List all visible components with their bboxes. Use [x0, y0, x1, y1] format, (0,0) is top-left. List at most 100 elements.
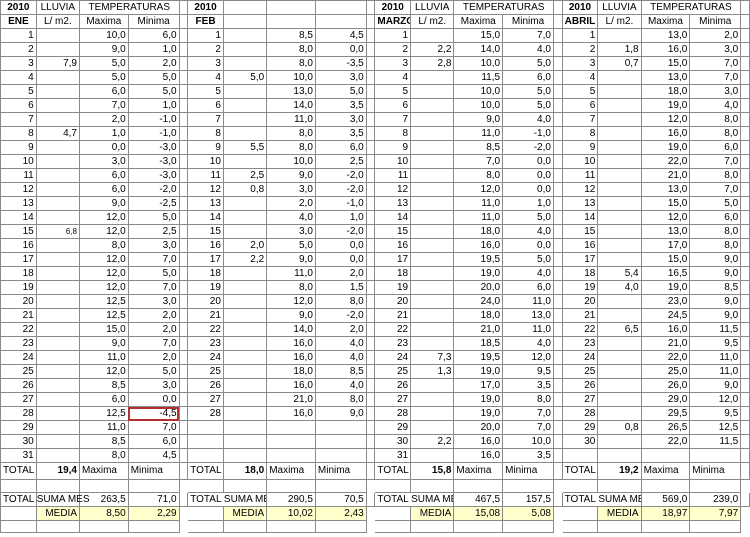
max-temp-MARZO-7[interactable]: 9,0 [453, 112, 504, 127]
min-temp-FEB-1[interactable]: 4,5 [314, 28, 367, 43]
max-temp-FEB-18[interactable]: 11,0 [266, 266, 316, 281]
max-temp-FEB-25[interactable]: 18,0 [266, 364, 316, 379]
min-temp-FEB-3[interactable]: -3,5 [314, 56, 367, 71]
day-number-ABRIL-22[interactable]: 22 [561, 322, 599, 337]
rain-value-FEB-22[interactable] [222, 322, 268, 337]
rain-value-ABRIL-11[interactable] [597, 168, 642, 183]
rain-value-FEB-26[interactable] [222, 378, 268, 393]
rain-value-MARZO-15[interactable] [410, 224, 455, 239]
rain-value-MARZO-28[interactable] [410, 406, 455, 421]
day-number-FEB-2[interactable]: 2 [187, 42, 224, 57]
max-temp-FEB-9[interactable]: 8,0 [266, 140, 316, 155]
min-temp-MARZO-14[interactable]: 5,0 [502, 210, 554, 225]
min-temp-MARZO-26[interactable]: 3,5 [502, 378, 554, 393]
rain-value-MARZO-21[interactable] [410, 308, 455, 323]
day-number-FEB-1[interactable]: 1 [187, 28, 224, 43]
max-temp-FEB-23[interactable]: 16,0 [266, 336, 316, 351]
max-temp-MARZO-19[interactable]: 20,0 [453, 280, 504, 295]
max-temp-ENE-11[interactable]: 6,0 [78, 168, 129, 183]
rain-value-ABRIL-6[interactable] [597, 98, 642, 113]
max-temp-ENE-25[interactable]: 12,0 [78, 364, 129, 379]
media-min-MARZO[interactable]: 5,08 [502, 506, 554, 521]
min-temp-FEB-11[interactable]: -2,0 [314, 168, 367, 183]
max-temp-ENE-18[interactable]: 12,0 [78, 266, 129, 281]
min-temp-ENE-30[interactable]: 6,0 [127, 434, 180, 449]
day-number-ABRIL-26[interactable]: 26 [561, 378, 599, 393]
day-number-FEB-11[interactable]: 11 [187, 168, 224, 183]
day-number-ENE-27[interactable]: 27 [0, 392, 37, 407]
max-temp-MARZO-10[interactable]: 7,0 [453, 154, 504, 169]
min-temp-MARZO-9[interactable]: -2,0 [502, 140, 554, 155]
max-temp-ENE-12[interactable]: 6,0 [78, 182, 129, 197]
day-number-FEB-27[interactable]: 27 [187, 392, 224, 407]
rain-value-ABRIL-31[interactable] [597, 448, 642, 463]
day-number-ENE-8[interactable]: 8 [0, 126, 37, 141]
rain-value-ENE-22[interactable] [35, 322, 80, 337]
max-temp-ABRIL-16[interactable]: 17,0 [640, 238, 691, 253]
day-number-ABRIL-29[interactable]: 29 [561, 420, 599, 435]
min-temp-ABRIL-15[interactable]: 8,0 [689, 224, 742, 239]
max-temp-ABRIL-19[interactable]: 19,0 [640, 280, 691, 295]
max-temp-MARZO-25[interactable]: 19,0 [453, 364, 504, 379]
rain-value-ENE-10[interactable] [35, 154, 80, 169]
rain-value-FEB-17[interactable]: 2,2 [222, 252, 268, 267]
rain-value-ABRIL-5[interactable] [597, 84, 642, 99]
month-name-ENE[interactable]: ENE [0, 14, 37, 29]
rain-value-ENE-14[interactable] [35, 210, 80, 225]
max-temp-FEB-16[interactable]: 5,0 [266, 238, 316, 253]
max-temp-FEB-1[interactable]: 8,5 [266, 28, 316, 43]
min-temp-ABRIL-6[interactable]: 4,0 [689, 98, 742, 113]
media-max-MARZO[interactable]: 15,08 [453, 506, 504, 521]
min-temp-MARZO-2[interactable]: 4,0 [502, 42, 554, 57]
day-number-FEB-8[interactable]: 8 [187, 126, 224, 141]
rain-value-ENE-9[interactable] [35, 140, 80, 155]
rain-value-ENE-4[interactable] [35, 70, 80, 85]
day-number-MARZO-26[interactable]: 26 [374, 378, 412, 393]
max-temp-ENE-22[interactable]: 15,0 [78, 322, 129, 337]
max-temp-ABRIL-5[interactable]: 18,0 [640, 84, 691, 99]
day-number-MARZO-27[interactable]: 27 [374, 392, 412, 407]
max-temp-ENE-7[interactable]: 2,0 [78, 112, 129, 127]
rain-value-MARZO-12[interactable] [410, 182, 455, 197]
day-number-ENE-30[interactable]: 30 [0, 434, 37, 449]
total-rain-FEB[interactable]: 18,0 [222, 462, 268, 480]
rain-value-FEB-19[interactable] [222, 280, 268, 295]
max-temp-ENE-15[interactable]: 12,0 [78, 224, 129, 239]
rain-value-MARZO-13[interactable] [410, 196, 455, 211]
max-temp-ABRIL-8[interactable]: 16,0 [640, 126, 691, 141]
day-number-FEB-12[interactable]: 12 [187, 182, 224, 197]
month-name-ABRIL[interactable]: ABRIL [561, 14, 599, 29]
max-temp-FEB-19[interactable]: 8,0 [266, 280, 316, 295]
rain-value-FEB-30[interactable] [222, 434, 268, 449]
total-rain-MARZO[interactable]: 15,8 [410, 462, 455, 480]
day-number-FEB-13[interactable]: 13 [187, 196, 224, 211]
min-temp-ABRIL-4[interactable]: 7,0 [689, 70, 742, 85]
max-temp-ABRIL-4[interactable]: 13,0 [640, 70, 691, 85]
day-number-ABRIL-14[interactable]: 14 [561, 210, 599, 225]
min-temp-FEB-6[interactable]: 3,5 [314, 98, 367, 113]
day-number-ABRIL-30[interactable]: 30 [561, 434, 599, 449]
day-number-ABRIL-24[interactable]: 24 [561, 350, 599, 365]
min-temp-ENE-4[interactable]: 5,0 [127, 70, 180, 85]
max-temp-ENE-5[interactable]: 6,0 [78, 84, 129, 99]
max-temp-ABRIL-6[interactable]: 19,0 [640, 98, 691, 113]
min-temp-FEB-17[interactable]: 0,0 [314, 252, 367, 267]
min-temp-FEB-16[interactable]: 0,0 [314, 238, 367, 253]
day-number-FEB-19[interactable]: 19 [187, 280, 224, 295]
min-temp-ENE-8[interactable]: -1,0 [127, 126, 180, 141]
rain-value-ABRIL-13[interactable] [597, 196, 642, 211]
day-number-FEB-7[interactable]: 7 [187, 112, 224, 127]
min-temp-MARZO-30[interactable]: 10,0 [502, 434, 554, 449]
total-rain-ENE[interactable]: 19,4 [35, 462, 80, 480]
rain-value-ENE-15[interactable]: 6,8 [35, 224, 80, 239]
day-number-FEB-5[interactable]: 5 [187, 84, 224, 99]
rain-value-MARZO-23[interactable] [410, 336, 455, 351]
max-temp-ENE-17[interactable]: 12,0 [78, 252, 129, 267]
rain-value-ABRIL-24[interactable] [597, 350, 642, 365]
max-temp-MARZO-3[interactable]: 10,0 [453, 56, 504, 71]
max-temp-FEB-10[interactable]: 10,0 [266, 154, 316, 169]
day-number-ENE-31[interactable]: 31 [0, 448, 37, 463]
rain-value-ABRIL-14[interactable] [597, 210, 642, 225]
rain-value-ABRIL-20[interactable] [597, 294, 642, 309]
rain-value-FEB-8[interactable] [222, 126, 268, 141]
